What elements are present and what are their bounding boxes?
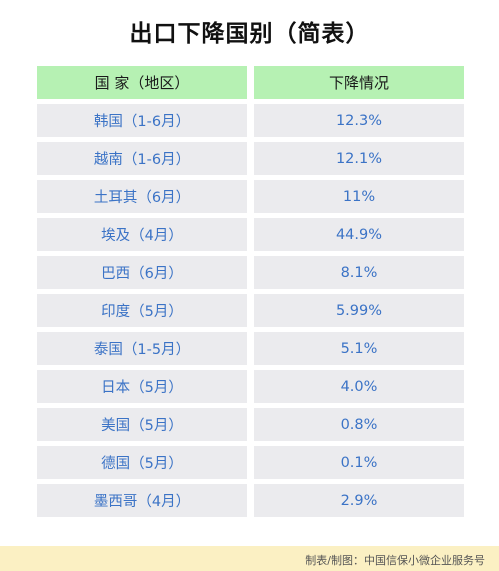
table-row: 巴西（6月） 8.1% [37, 256, 464, 289]
decline-cell: 44.9% [254, 218, 464, 251]
country-cell: 埃及（4月） [37, 218, 247, 251]
decline-cell: 0.1% [254, 446, 464, 479]
decline-cell: 5.99% [254, 294, 464, 327]
decline-cell: 0.8% [254, 408, 464, 441]
country-cell: 日本（5月） [37, 370, 247, 403]
decline-cell: 12.1% [254, 142, 464, 175]
table-row: 德国（5月） 0.1% [37, 446, 464, 479]
header-country: 国 家（地区） [37, 66, 247, 99]
decline-cell: 5.1% [254, 332, 464, 365]
decline-cell: 4.0% [254, 370, 464, 403]
decline-cell: 2.9% [254, 484, 464, 517]
table-row: 泰国（1-5月） 5.1% [37, 332, 464, 365]
country-cell: 墨西哥（4月） [37, 484, 247, 517]
table-row: 越南（1-6月） 12.1% [37, 142, 464, 175]
country-cell: 土耳其（6月） [37, 180, 247, 213]
decline-cell: 11% [254, 180, 464, 213]
country-cell: 美国（5月） [37, 408, 247, 441]
table-row: 美国（5月） 0.8% [37, 408, 464, 441]
country-cell: 越南（1-6月） [37, 142, 247, 175]
decline-cell: 12.3% [254, 104, 464, 137]
table-row: 墨西哥（4月） 2.9% [37, 484, 464, 517]
table-row: 日本（5月） 4.0% [37, 370, 464, 403]
country-cell: 巴西（6月） [37, 256, 247, 289]
page-title: 出口下降国别（简表） [129, 21, 370, 47]
footer-bar: 制表/制图：中国信保小微企业服务号 [0, 546, 499, 571]
table-row: 埃及（4月） 44.9% [37, 218, 464, 251]
table-row: 韩国（1-6月） 12.3% [37, 104, 464, 137]
footer-credit: 制表/制图：中国信保小微企业服务号 [305, 554, 485, 567]
country-cell: 印度（5月） [37, 294, 247, 327]
table-header-row: 国 家（地区） 下降情况 [37, 66, 464, 99]
table-row: 印度（5月） 5.99% [37, 294, 464, 327]
header-decline: 下降情况 [254, 66, 464, 99]
country-cell: 泰国（1-5月） [37, 332, 247, 365]
table-row: 土耳其（6月） 11% [37, 180, 464, 213]
country-cell: 德国（5月） [37, 446, 247, 479]
country-cell: 韩国（1-6月） [37, 104, 247, 137]
decline-cell: 8.1% [254, 256, 464, 289]
decline-table: 国 家（地区） 下降情况 韩国（1-6月） 12.3% 越南（1-6月） 12.1% 土… [37, 66, 464, 522]
